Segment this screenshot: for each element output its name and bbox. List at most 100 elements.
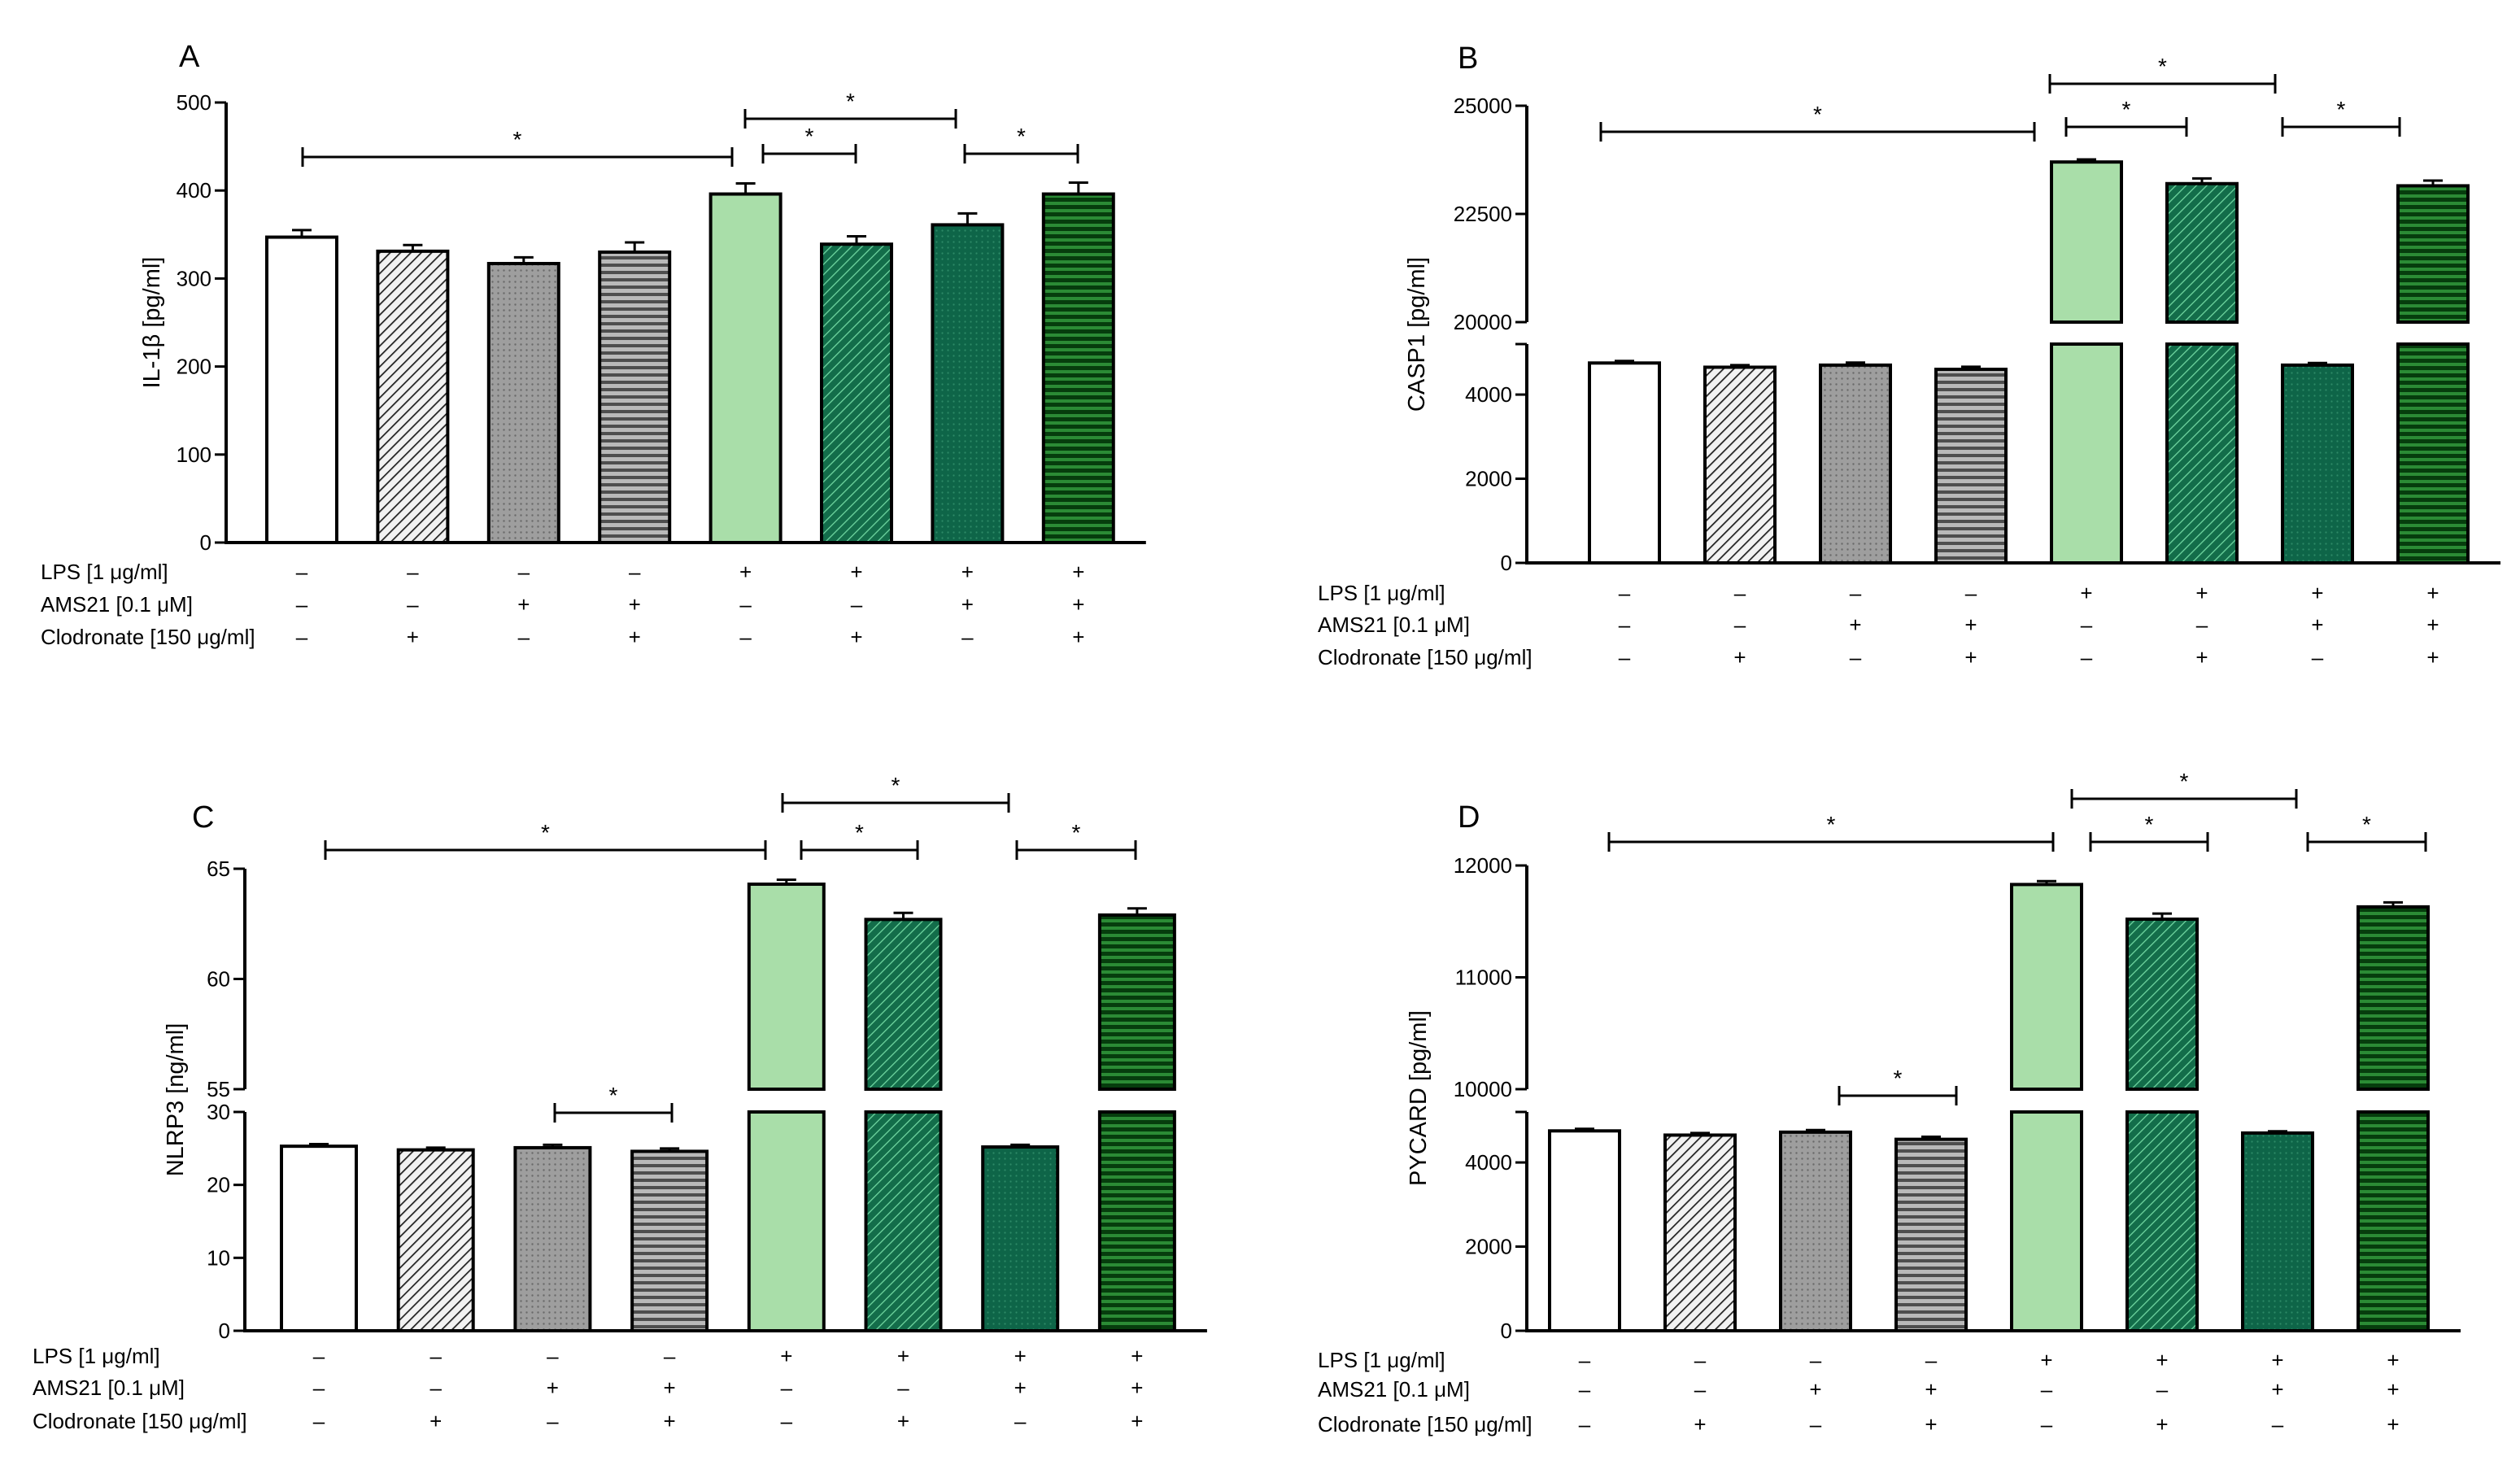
treatment-sign: + bbox=[407, 625, 419, 649]
y-axis-label: NLRP3 [ng/ml] bbox=[163, 1023, 189, 1177]
bar bbox=[2357, 905, 2430, 1091]
treatment-label: AMS21 [0.1 μM] bbox=[33, 1376, 185, 1400]
treatment-sign: + bbox=[961, 560, 974, 584]
significance-star: * bbox=[541, 820, 550, 845]
treatment-sign: + bbox=[517, 592, 530, 617]
treatment-sign: – bbox=[781, 1409, 793, 1433]
y-tick-label: 20 bbox=[207, 1173, 230, 1197]
treatment-sign: + bbox=[1925, 1412, 1937, 1437]
treatment-sign: – bbox=[664, 1344, 676, 1368]
treatment-sign: + bbox=[2195, 581, 2208, 605]
treatment-sign: + bbox=[1925, 1377, 1937, 1402]
y-tick-label: 100 bbox=[177, 443, 211, 467]
treatment-sign: + bbox=[629, 592, 641, 617]
treatment-sign: + bbox=[897, 1344, 909, 1368]
bar bbox=[1097, 913, 1176, 1092]
bar bbox=[1779, 1130, 1852, 1333]
bar bbox=[2125, 918, 2199, 1091]
y-tick-label: 22500 bbox=[1454, 202, 1512, 226]
treatment-sign: + bbox=[850, 625, 862, 649]
treatment-sign: + bbox=[1072, 625, 1084, 649]
bar bbox=[2165, 181, 2239, 324]
treatment-sign: + bbox=[1072, 560, 1084, 584]
panel-d: D 0 2000 4000 10000 11000 12000 PYCARD [pg/ml]… bbox=[1318, 769, 2461, 1437]
treatment-sign: + bbox=[2271, 1348, 2283, 1372]
treatment-label: AMS21 [0.1 μM] bbox=[1318, 613, 1470, 637]
bar bbox=[864, 918, 943, 1091]
treatment-sign: – bbox=[961, 625, 974, 649]
treatment-sign: – bbox=[407, 560, 419, 584]
treatment-sign: + bbox=[2156, 1412, 2168, 1437]
treatment-sign: + bbox=[1849, 613, 1861, 637]
y-tick-label: 25000 bbox=[1454, 94, 1512, 118]
treatment-label: Clodronate [150 μg/ml] bbox=[33, 1409, 247, 1433]
treatment-sign: – bbox=[739, 592, 752, 617]
treatment-sign: – bbox=[1619, 613, 1631, 637]
treatment-sign: – bbox=[781, 1376, 793, 1400]
treatment-sign: – bbox=[1619, 645, 1631, 669]
bar bbox=[376, 249, 450, 544]
treatment-sign: – bbox=[296, 592, 308, 617]
bar bbox=[486, 262, 560, 544]
treatment-sign: – bbox=[2156, 1377, 2169, 1402]
bar bbox=[2281, 363, 2354, 565]
bar bbox=[630, 1149, 709, 1333]
y-tick-label: 12000 bbox=[1454, 853, 1512, 878]
bar bbox=[1588, 361, 1661, 565]
bar-lower-part bbox=[2010, 1110, 2083, 1332]
treatment-sign: – bbox=[2312, 645, 2324, 669]
significance-star: * bbox=[846, 89, 855, 114]
treatment-sign: – bbox=[1619, 581, 1631, 605]
bar-lower-part bbox=[2396, 342, 2470, 565]
panel-a: A 0 100 200 300 400 500 IL-1β [pg/ml] * * * * LPS [… bbox=[41, 40, 1146, 649]
treatment-sign: – bbox=[1810, 1412, 1822, 1437]
y-tick-label: 20000 bbox=[1454, 310, 1512, 334]
treatment-sign: + bbox=[897, 1409, 909, 1433]
bar bbox=[396, 1148, 475, 1333]
treatment-label: Clodronate [150 μg/ml] bbox=[1318, 645, 1532, 669]
significance-star: * bbox=[2337, 97, 2346, 122]
y-tick-label: 0 bbox=[1501, 551, 1512, 575]
treatment-sign: + bbox=[1131, 1344, 1143, 1368]
treatment-sign: – bbox=[429, 1344, 442, 1368]
treatment-sign: – bbox=[518, 560, 530, 584]
treatment-sign: – bbox=[2196, 613, 2208, 637]
bar-lower-part bbox=[2050, 342, 2123, 565]
bar bbox=[513, 1145, 592, 1332]
treatment-sign: + bbox=[2426, 613, 2439, 637]
treatment-sign: – bbox=[547, 1409, 559, 1433]
significance-star: * bbox=[1894, 1066, 1903, 1091]
treatment-sign: + bbox=[2387, 1377, 2399, 1402]
treatment-sign: – bbox=[851, 592, 863, 617]
panel-letter-b: B bbox=[1458, 41, 1478, 76]
treatment-sign: – bbox=[1694, 1348, 1707, 1372]
treatment-sign: + bbox=[2387, 1348, 2399, 1372]
treatment-sign: + bbox=[1072, 592, 1084, 617]
y-tick-label: 500 bbox=[177, 90, 211, 115]
significance-star: * bbox=[2122, 97, 2131, 122]
treatment-sign: – bbox=[1810, 1348, 1822, 1372]
treatment-sign: – bbox=[1579, 1377, 1591, 1402]
treatment-label: LPS [1 μg/ml] bbox=[1318, 1348, 1445, 1372]
treatment-label: Clodronate [150 μg/ml] bbox=[41, 625, 255, 649]
y-tick-label: 0 bbox=[219, 1319, 230, 1343]
treatment-sign: – bbox=[296, 625, 308, 649]
y-tick-label: 4000 bbox=[1465, 382, 1512, 407]
significance-star: * bbox=[2158, 54, 2167, 79]
bar bbox=[2010, 883, 2083, 1091]
treatment-sign: – bbox=[897, 1376, 909, 1400]
treatment-sign: – bbox=[739, 625, 752, 649]
y-tick-label: 11000 bbox=[1455, 966, 1512, 990]
treatment-sign: – bbox=[296, 560, 308, 584]
treatment-sign: + bbox=[664, 1409, 676, 1433]
y-tick-label: 10000 bbox=[1454, 1077, 1512, 1101]
bar-lower-part bbox=[747, 1110, 826, 1332]
treatment-sign: – bbox=[1579, 1412, 1591, 1437]
significance-star: * bbox=[2180, 769, 2189, 794]
treatment-sign: – bbox=[429, 1376, 442, 1400]
treatment-label: Clodronate [150 μg/ml] bbox=[1318, 1412, 1532, 1437]
treatment-sign: + bbox=[2040, 1348, 2052, 1372]
treatment-sign: – bbox=[1579, 1348, 1591, 1372]
bar bbox=[1041, 192, 1115, 544]
